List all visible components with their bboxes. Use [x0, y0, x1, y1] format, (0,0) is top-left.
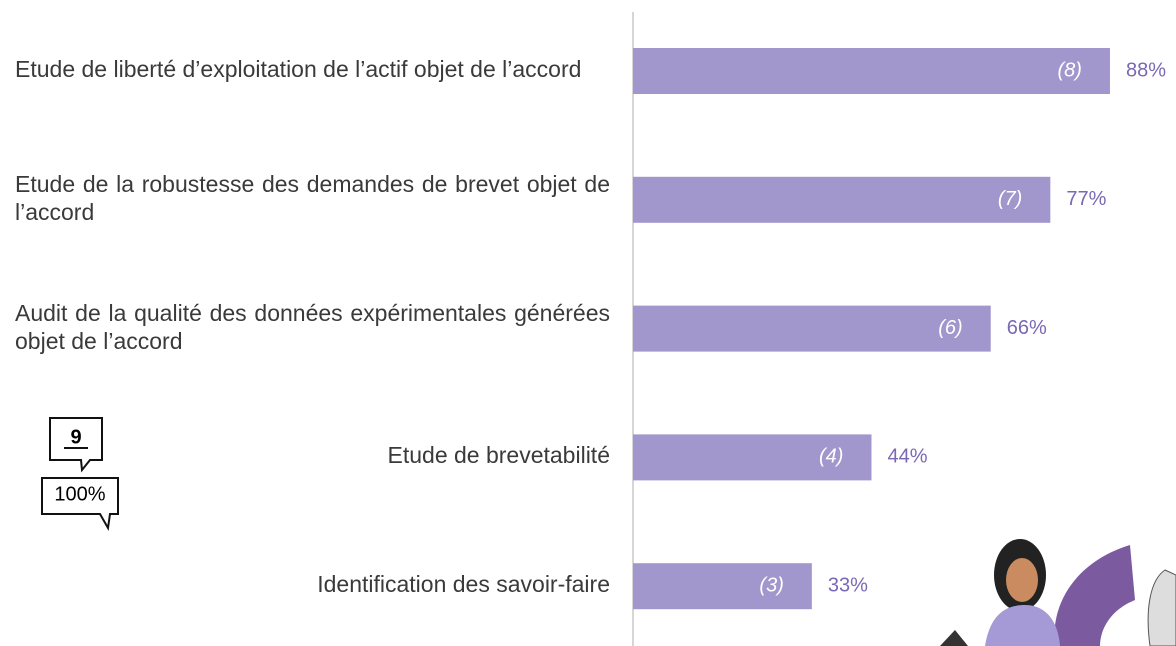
body [985, 605, 1060, 646]
plant [940, 630, 968, 646]
count-label: (7) [998, 188, 1022, 210]
value-label: 44% [887, 446, 927, 468]
category-label: Etude de la robustesse des demandes de b… [15, 170, 610, 226]
value-label: 66% [1007, 317, 1047, 339]
bar [633, 177, 1050, 223]
category-label: Identification des savoir-faire [15, 570, 610, 598]
illustration [940, 539, 1176, 646]
category-label: Etude de brevetabilité [15, 441, 610, 469]
legend-percent: 100% [54, 483, 105, 505]
legend-icon: 9 100% [42, 418, 118, 528]
value-label: 77% [1066, 188, 1106, 210]
piece [1148, 570, 1176, 646]
count-label: (6) [938, 317, 962, 339]
count-label: (4) [819, 446, 843, 468]
count-label: (3) [759, 574, 783, 596]
bar [633, 48, 1110, 94]
bar [633, 306, 991, 352]
value-label: 33% [828, 574, 868, 596]
category-label: Audit de la qualité des données expérime… [15, 299, 610, 355]
puzzle [1054, 545, 1135, 646]
bar [633, 563, 812, 609]
page: 9 100% (8)88%(7)77%(6)66%(4)44%(3)33% ((… [0, 0, 1176, 646]
category-label: Etude de liberté d’exploitation de l’act… [15, 55, 610, 83]
face [1006, 558, 1038, 602]
value-label: 88% [1126, 59, 1166, 81]
count-label: (8) [1058, 59, 1082, 81]
